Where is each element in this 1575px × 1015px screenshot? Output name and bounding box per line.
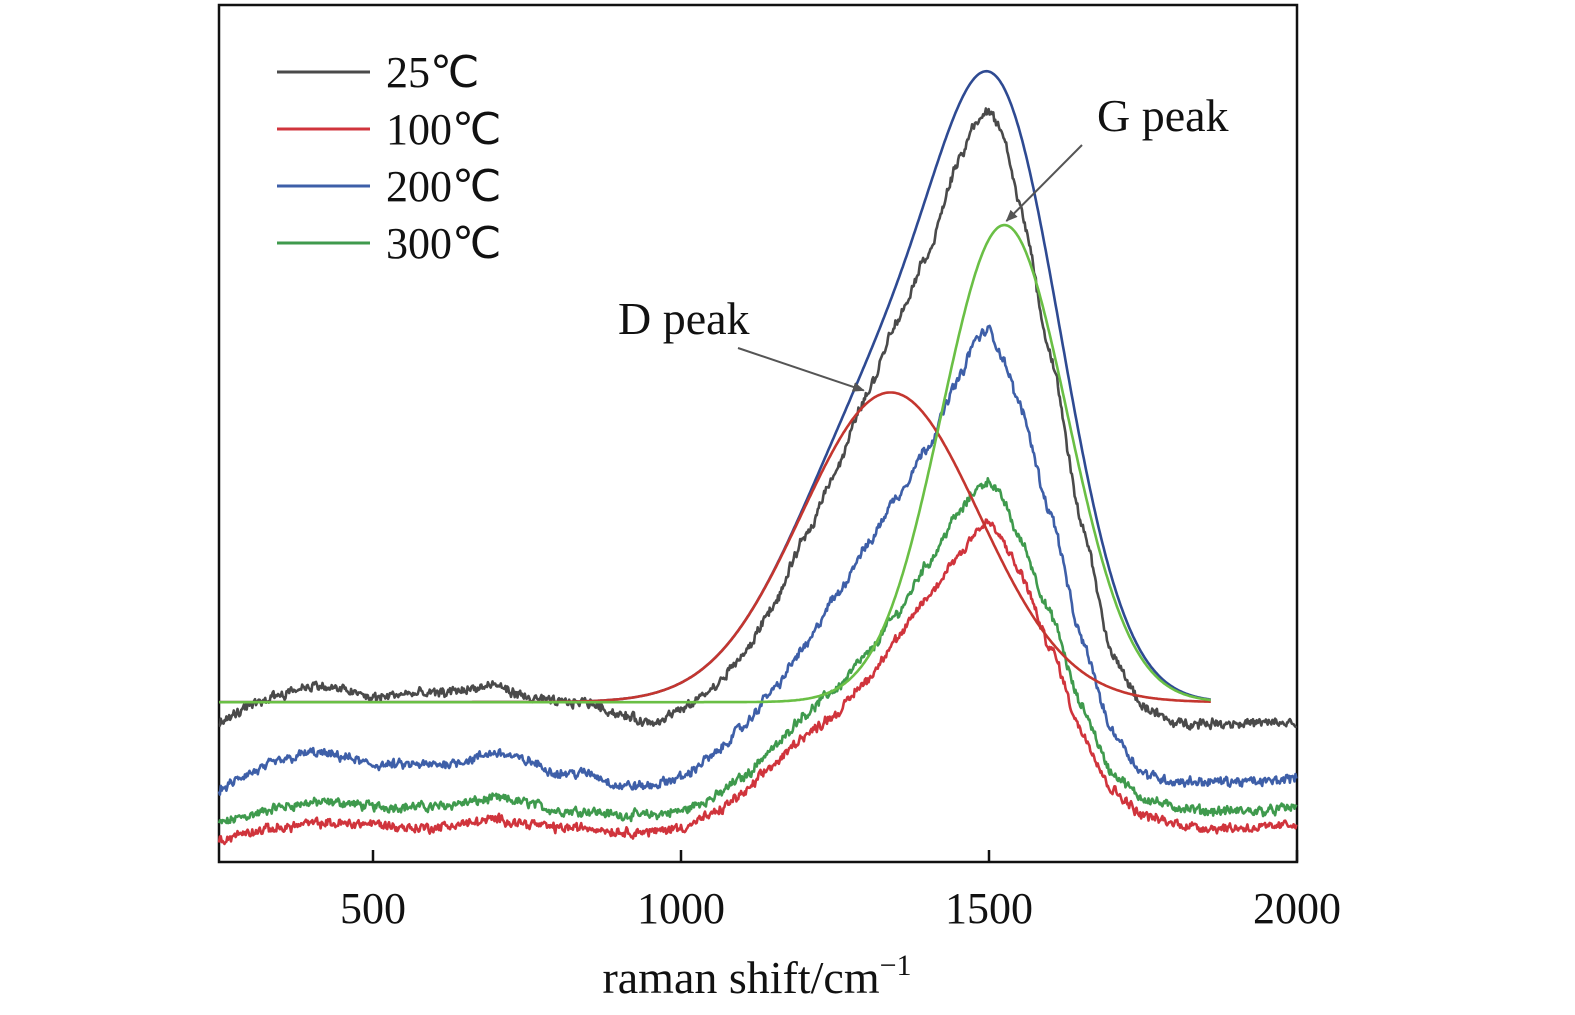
series-line-100C xyxy=(217,518,1298,846)
annotation-d-peak-label: D peak xyxy=(618,293,750,344)
plot-frame xyxy=(217,3,1299,864)
x-tick-label-500: 500 xyxy=(340,884,406,933)
legend-label-100C: 100℃ xyxy=(386,105,501,154)
legend-label-25C: 25℃ xyxy=(386,48,479,97)
x-tick-label-1000: 1000 xyxy=(637,884,725,933)
annotation-d-peak-arrow xyxy=(737,347,865,392)
series-line-300C xyxy=(217,477,1298,825)
x-axis-title: raman shift/cm−1 xyxy=(602,949,911,1003)
x-axis-ticks: 500 1000 1500 2000 xyxy=(340,850,1341,933)
series-line-25C xyxy=(218,107,1298,731)
annotation-g-peak-arrow xyxy=(1005,144,1083,222)
fit-g-peak-curve xyxy=(219,223,1211,704)
legend-label-200C: 200℃ xyxy=(386,162,501,211)
x-tick-label-2000: 2000 xyxy=(1253,884,1341,933)
x-axis-title-superscript: −1 xyxy=(880,949,912,982)
legend: 25℃ 100℃ 200℃ 300℃ xyxy=(277,48,501,268)
legend-label-300C: 300℃ xyxy=(386,219,501,268)
series-line-200C xyxy=(217,324,1298,796)
series-layer xyxy=(217,107,1298,846)
annotations: D peak G peak xyxy=(618,90,1229,392)
fit-d-peak-curve xyxy=(219,391,1211,704)
annotation-g-peak-label: G peak xyxy=(1097,90,1229,141)
x-tick-label-1500: 1500 xyxy=(945,884,1033,933)
fit-layer xyxy=(219,69,1211,704)
